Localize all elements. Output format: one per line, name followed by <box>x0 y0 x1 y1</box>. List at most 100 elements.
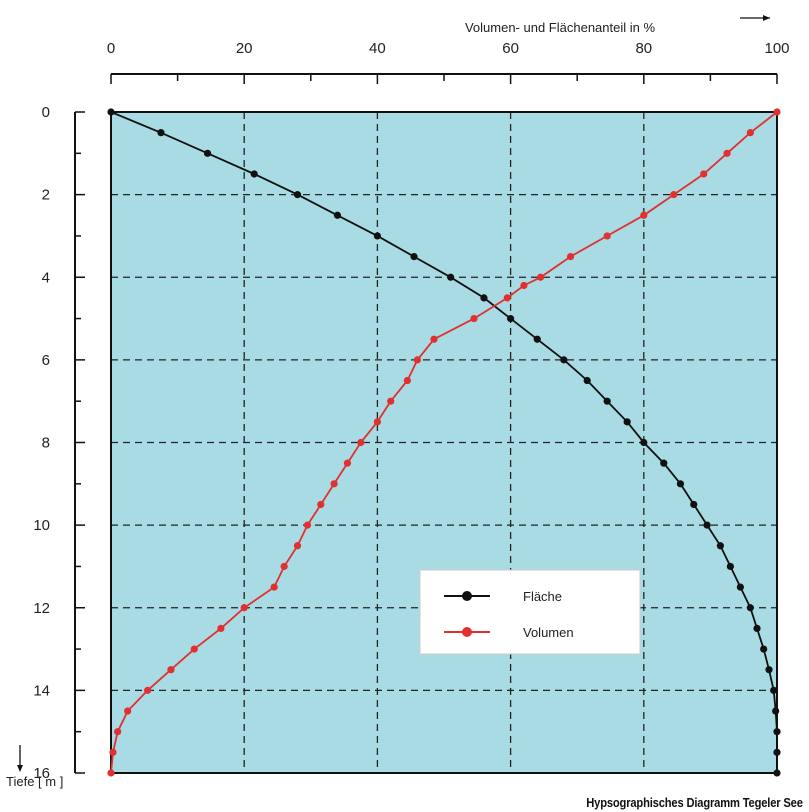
data-point <box>217 624 225 633</box>
data-point <box>373 232 381 240</box>
data-point <box>167 666 175 674</box>
data-point <box>640 438 648 447</box>
legend-label: Volumen <box>523 625 574 640</box>
data-point <box>430 335 438 343</box>
data-point <box>333 211 342 219</box>
data-point <box>203 149 212 157</box>
data-point <box>373 418 381 426</box>
legend: Fläche Volumen <box>419 569 641 655</box>
data-point <box>536 273 545 281</box>
data-point <box>240 604 248 612</box>
legend-item: Fläche <box>444 589 562 604</box>
data-point <box>107 769 115 777</box>
data-point <box>109 748 117 756</box>
data-point <box>533 335 541 343</box>
data-point <box>726 562 734 571</box>
data-point <box>773 748 781 756</box>
data-point <box>107 108 115 116</box>
data-point <box>447 273 455 281</box>
y-tick-label: 10 <box>33 517 50 534</box>
data-point <box>343 459 352 467</box>
data-point <box>303 521 312 529</box>
data-point <box>772 707 780 715</box>
data-point <box>413 356 421 364</box>
data-point <box>660 459 668 467</box>
data-point <box>124 707 132 715</box>
legend-item: Volumen <box>444 625 574 640</box>
y-axis: 0 2 4 6 8 10 12 14 16 <box>33 104 85 782</box>
hypsographic-chart: 0 20 40 60 80 100 0 2 4 6 8 10 12 14 16 Volumen- und … <box>6 15 790 789</box>
y-tick-label: 6 <box>42 352 50 369</box>
data-point <box>387 397 395 405</box>
y-axis-arrow-icon <box>17 745 23 772</box>
series-volumen <box>107 108 781 777</box>
data-point <box>403 376 411 385</box>
y-axis-title: Tiefe [ m ] <box>6 774 63 789</box>
data-point <box>503 294 511 302</box>
y-arrow-head <box>17 765 23 772</box>
data-point <box>670 191 678 199</box>
data-point <box>723 149 731 157</box>
x-tick-label: 0 <box>107 40 115 57</box>
y-tick-label: 14 <box>33 682 50 699</box>
legend-box <box>419 569 641 655</box>
data-point <box>676 480 685 488</box>
data-point <box>640 211 648 219</box>
series-layer <box>107 108 781 777</box>
data-point <box>773 769 781 777</box>
chart-caption: Hypsographisches Diagramm Tegeler See <box>586 795 803 810</box>
x-tick-label: 80 <box>635 40 652 57</box>
legend-label: Fläche <box>523 589 562 604</box>
data-point <box>716 542 724 550</box>
data-point <box>507 314 515 323</box>
y-tick-label: 12 <box>33 600 50 617</box>
y-tick-label: 4 <box>42 269 50 286</box>
data-point <box>703 521 711 529</box>
data-point <box>746 604 754 612</box>
data-point <box>603 232 611 240</box>
x-axis-title: Volumen- und Flächenanteil in % <box>465 20 656 35</box>
data-point <box>293 542 302 550</box>
data-point <box>410 252 418 261</box>
x-tick-label: 100 <box>764 40 789 57</box>
data-point <box>157 129 165 137</box>
data-point <box>357 438 365 447</box>
x-tick-label: 20 <box>236 40 253 57</box>
data-point <box>765 666 773 674</box>
data-point <box>770 686 778 694</box>
data-point <box>746 129 754 137</box>
data-point <box>480 294 488 302</box>
data-point <box>690 500 698 509</box>
data-point <box>603 397 611 405</box>
series-fl-che <box>107 108 781 777</box>
x-tick-label: 60 <box>502 40 519 57</box>
data-point <box>736 583 744 591</box>
data-point <box>144 686 152 694</box>
data-point <box>293 191 302 199</box>
x-axis: 0 20 40 60 80 100 <box>107 40 790 84</box>
data-point <box>520 281 528 290</box>
data-point <box>560 356 568 364</box>
data-point <box>330 480 338 488</box>
data-point <box>773 728 781 736</box>
data-point <box>583 376 591 385</box>
data-point <box>250 170 258 178</box>
x-tick-label: 40 <box>369 40 386 57</box>
data-point <box>114 728 122 736</box>
y-tick-label: 2 <box>42 187 50 204</box>
data-point <box>760 645 768 653</box>
x-arrow-head <box>763 15 770 21</box>
data-point <box>700 170 708 178</box>
series-line <box>110 111 778 774</box>
y-tick-label: 0 <box>42 104 50 121</box>
y-tick-label: 16 <box>33 765 50 782</box>
data-point <box>566 252 575 261</box>
legend-marker <box>462 591 472 601</box>
data-point <box>773 108 781 116</box>
data-point <box>280 562 288 571</box>
data-point <box>470 314 478 323</box>
data-point <box>190 645 198 653</box>
data-point <box>623 418 631 426</box>
plot-frame <box>110 111 778 774</box>
legend-marker <box>462 627 472 637</box>
